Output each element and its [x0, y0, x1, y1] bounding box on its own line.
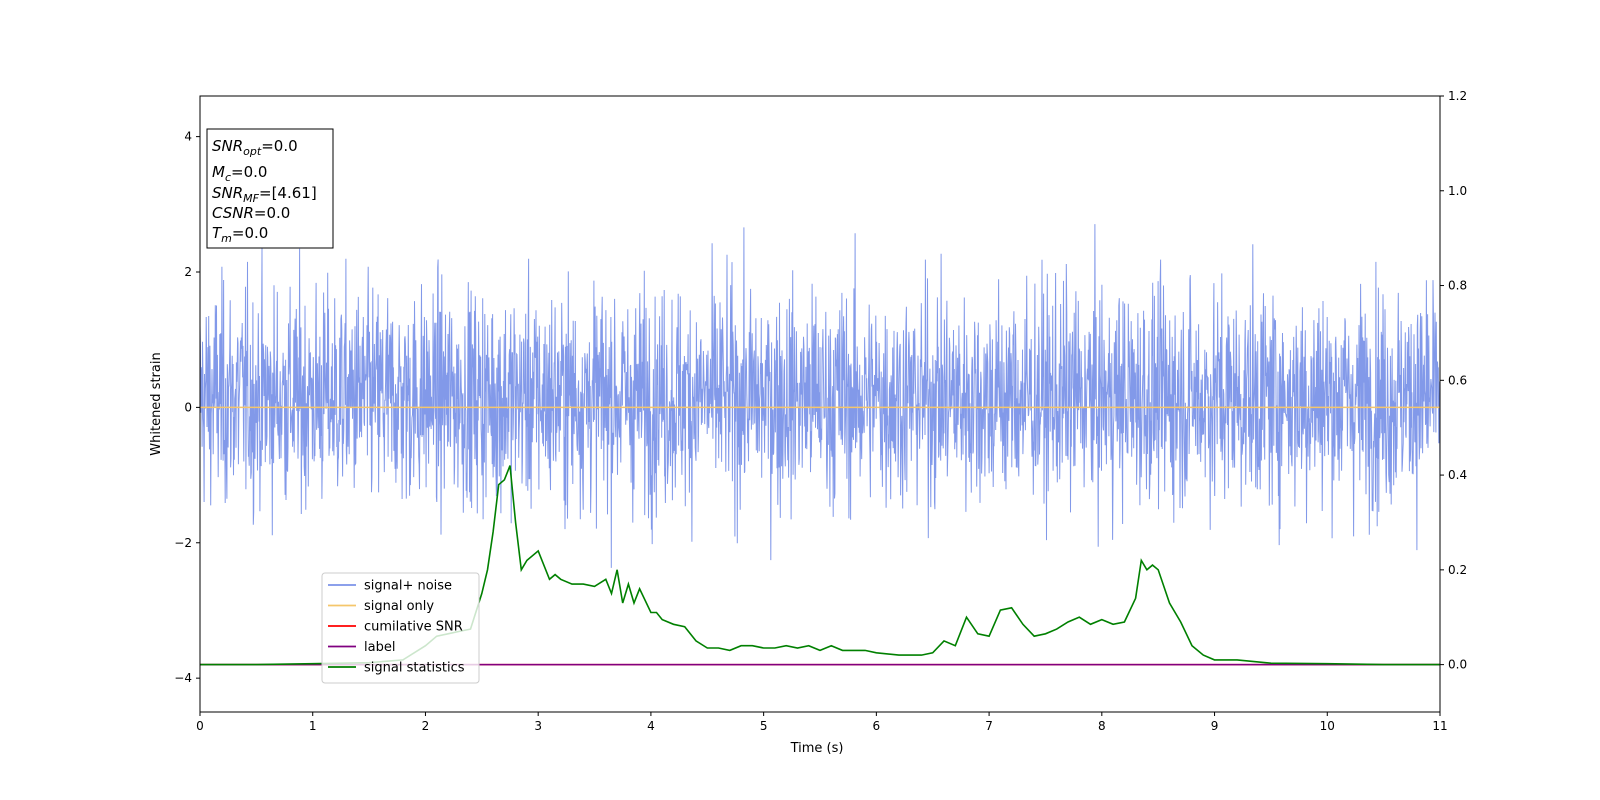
y-right-tick-label: 0.2	[1448, 563, 1467, 577]
x-tick-label: 2	[422, 719, 430, 733]
y-right-tick-label: 0.0	[1448, 658, 1467, 672]
x-tick-label: 6	[873, 719, 881, 733]
x-tick-label: 8	[1098, 719, 1106, 733]
x-tick-label: 0	[196, 719, 204, 733]
snr-mf-text: SNRMF=[4.61]	[212, 184, 317, 205]
series-signal-statistics-line	[200, 465, 1440, 666]
snr-opt-text: SNRopt=0.0	[212, 137, 298, 158]
x-tick-label: 1	[309, 719, 317, 733]
x-tick-label: 9	[1211, 719, 1219, 733]
y-right-tick-label: 1.0	[1448, 184, 1467, 198]
y-right-tick-label: 0.8	[1448, 279, 1467, 293]
stats-annotation-box: SNRopt=0.0 Mc=0.0 SNRMF=[4.61] CSNR=0.0 …	[206, 128, 334, 249]
legend-label: cumilative SNR	[364, 620, 463, 635]
y-right-tick-label: 0.6	[1448, 373, 1467, 387]
x-tick-label: 11	[1432, 719, 1447, 733]
csnr-text: CSNR=0.0	[212, 204, 290, 222]
x-axis-label: Time (s)	[790, 741, 844, 756]
y-right-tick-label: 0.4	[1448, 468, 1467, 482]
legend-label: label	[364, 640, 395, 655]
x-tick-label: 4	[647, 719, 655, 733]
signal-noise-trace	[200, 224, 1440, 568]
y-right-tick-label: 1.2	[1448, 89, 1467, 103]
x-tick-label: 5	[760, 719, 768, 733]
legend-label: signal statistics	[364, 661, 465, 676]
x-tick-label: 7	[985, 719, 993, 733]
y-left-tick-label: 0	[184, 400, 192, 414]
axes: 0 1 2 3 4 5 6 7 8 9 10 11 −4 −2 0 2 4 0.0 0.2 0.4 0.6 0.8 1.0 1…	[174, 89, 1467, 733]
y-left-tick-label: −4	[174, 671, 192, 685]
tm-text: Tm=0.0	[212, 224, 268, 245]
mc-text: Mc=0.0	[212, 163, 267, 184]
legend-label: signal only	[364, 599, 434, 614]
y-left-tick-label: −2	[174, 536, 192, 550]
annotation-frame	[206, 128, 334, 249]
legend-label: signal+ noise	[364, 579, 452, 594]
y-axis-label: Whitened strain	[149, 352, 164, 455]
y-left-tick-label: 2	[184, 265, 192, 279]
x-tick-label: 10	[1320, 719, 1335, 733]
y-left-tick-label: 4	[184, 130, 192, 144]
series-signal-noise-line	[200, 224, 1440, 568]
legend-frame	[321, 572, 480, 684]
x-tick-label: 3	[534, 719, 542, 733]
legend: signal+ noise signal only cumilative SNR la…	[321, 572, 480, 684]
plot-frame	[199, 95, 1441, 713]
